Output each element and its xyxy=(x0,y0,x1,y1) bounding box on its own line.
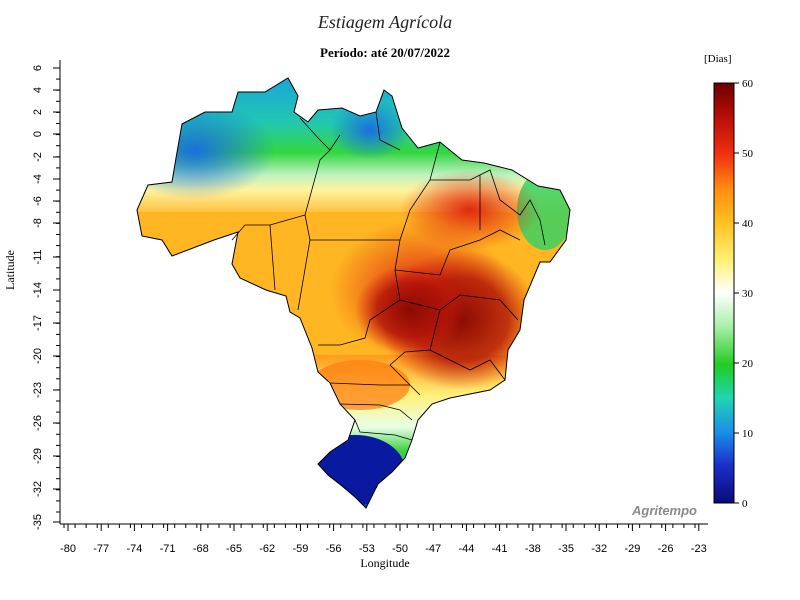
x-tick-label: -80 xyxy=(60,543,76,555)
drought-map-fill xyxy=(137,78,570,508)
colorbar xyxy=(713,82,735,504)
x-tick-label: -59 xyxy=(292,543,308,555)
x-tick-label: -65 xyxy=(226,543,242,555)
y-tick-label: 6 xyxy=(32,65,44,71)
y-tick-label: -2 xyxy=(32,152,44,162)
colorbar-units-label: [Dias] xyxy=(704,53,732,65)
y-tick-label: -23 xyxy=(32,382,44,398)
agritempo-watermark: Agritempo xyxy=(632,503,697,518)
x-tick-label: -62 xyxy=(259,543,275,555)
colorbar-tick-label: 30 xyxy=(742,288,754,300)
y-tick-label: -11 xyxy=(32,249,44,264)
colorbar-tick-label: 60 xyxy=(742,78,754,90)
y-tick-label: -32 xyxy=(32,481,44,497)
x-tick-label: -50 xyxy=(392,543,408,555)
x-tick-label: -29 xyxy=(624,543,640,555)
x-axis-minor-ticks xyxy=(63,524,696,528)
y-tick-label: -35 xyxy=(32,514,44,530)
y-tick-label: -26 xyxy=(32,415,44,431)
x-tick-label: -53 xyxy=(359,543,375,555)
y-axis-minor-ticks xyxy=(56,67,60,513)
colorbar-tick-label: 50 xyxy=(742,148,754,160)
y-tick-label: -29 xyxy=(32,448,44,464)
y-axis-label: Latitude xyxy=(3,250,17,290)
x-tick-label: -68 xyxy=(193,543,209,555)
y-tick-label: 2 xyxy=(32,109,44,115)
x-tick-label: -26 xyxy=(658,543,674,555)
colorbar-tick-label: 40 xyxy=(742,218,754,230)
state-boundaries xyxy=(231,111,546,441)
x-tick-label: -32 xyxy=(591,543,607,555)
x-tick-label: -47 xyxy=(425,543,441,555)
x-tick-label: -44 xyxy=(458,543,474,555)
x-tick-label: -74 xyxy=(126,543,142,555)
x-tick-label: -77 xyxy=(93,543,109,555)
y-tick-label: -20 xyxy=(32,348,44,364)
map-subtitle: Período: até 20/07/2022 xyxy=(320,45,450,60)
x-tick-label: -56 xyxy=(326,543,342,555)
x-tick-label: -35 xyxy=(558,543,574,555)
colorbar-tick-label: 20 xyxy=(742,358,754,370)
colorbar-tick-label: 10 xyxy=(742,428,754,440)
y-tick-label: -8 xyxy=(32,218,44,228)
y-axis-ticks: 6 4 2 0 -2 -4 -6 -8 -11 -14 -17 -20 -23 -26 -29 -32 -35 xyxy=(32,65,60,530)
x-tick-label: -23 xyxy=(691,543,707,555)
x-tick-label: -41 xyxy=(492,543,508,555)
y-tick-label: -4 xyxy=(32,174,44,184)
y-tick-label: 0 xyxy=(32,131,44,137)
x-axis-ticks: -80 -77 -74 -71 -68 -65 -62 -59 -56 -53 -50 -47 -44 -… xyxy=(60,524,707,555)
x-tick-label: -38 xyxy=(525,543,541,555)
colorbar-ticks: 0 10 20 30 40 50 60 xyxy=(734,78,754,510)
y-tick-label: -17 xyxy=(32,315,44,331)
y-tick-label: 4 xyxy=(32,87,44,93)
map-title: Estiagem Agrícola xyxy=(317,12,453,32)
x-tick-label: -71 xyxy=(160,543,176,555)
y-tick-label: -14 xyxy=(32,282,44,298)
y-tick-label: -6 xyxy=(32,196,44,206)
colorbar-tick-label: 0 xyxy=(742,498,748,510)
x-axis-label: Longitude xyxy=(360,556,410,570)
